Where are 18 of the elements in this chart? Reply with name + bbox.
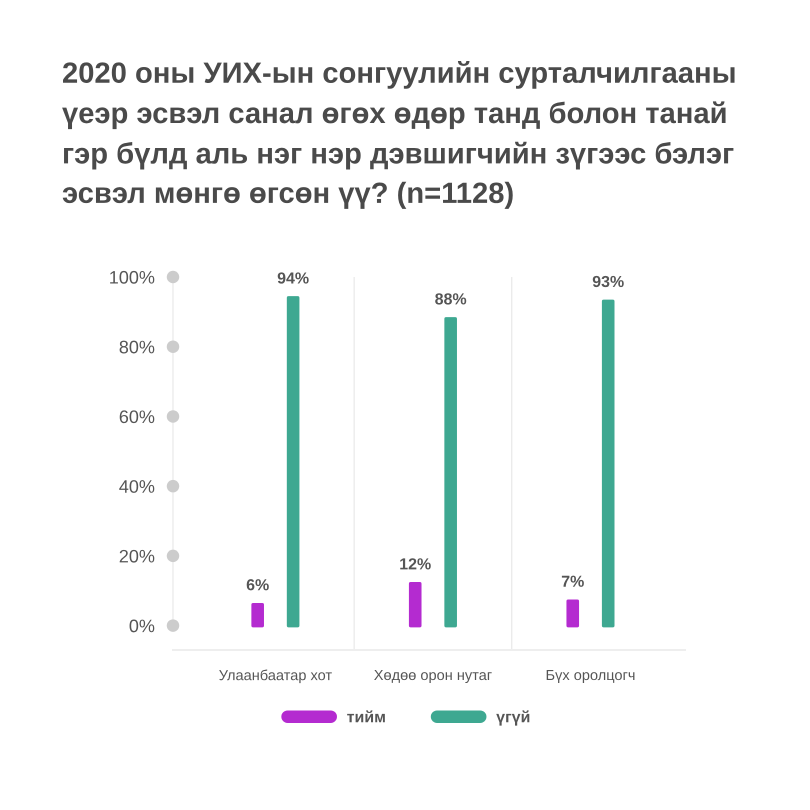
data-label: 93% [592, 276, 624, 288]
y-tick-label: 20% [120, 550, 154, 563]
legend-label: үгүй [496, 710, 530, 726]
y-tick-label: 60% [120, 410, 154, 424]
y-tick-label: 100% [110, 270, 154, 284]
x-tick-label: Хөдөө орон нутаг [374, 670, 492, 684]
data-label: 6% [246, 579, 269, 590]
x-tick-label: Улаанбаатар хот [219, 669, 332, 684]
data-label: 94% [278, 272, 309, 284]
data-label: 88% [435, 293, 466, 305]
y-tick-label: 40% [119, 480, 154, 493]
y-tick-label: 80% [120, 340, 154, 354]
data-label: 7% [562, 576, 584, 587]
legend-label: тийм [347, 710, 385, 722]
data-label: 12% [400, 558, 431, 570]
x-tick-label: Бүх оролцогч [546, 670, 634, 684]
chart-title: 2020 оны УИХ-ын сонгуулийн сурталчилгааны үеэр эсвэл санал өгөх өдөр танд болон танай гэр бүлд аль нэг нэр дэвшигчийн зүгээс бэлэг эсвэл мөнгө өгсөн үү? (n=1128) [62, 61, 735, 209]
y-tick-label: 0% [130, 620, 154, 632]
